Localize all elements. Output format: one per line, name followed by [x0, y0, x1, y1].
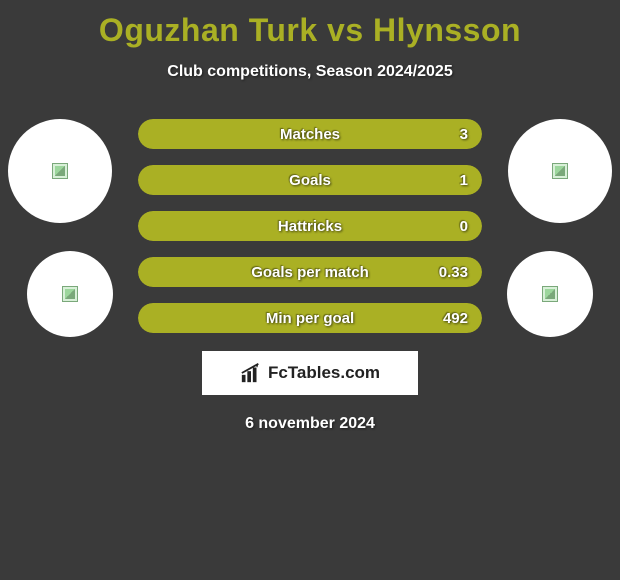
avatar-bottom-left — [27, 251, 113, 337]
stat-bar-value: 492 — [443, 303, 468, 333]
stat-bar-fill — [138, 211, 482, 241]
stat-bar-row: Hattricks0 — [138, 211, 482, 241]
date-label: 6 november 2024 — [0, 415, 620, 433]
brand-badge: FcTables.com — [202, 351, 418, 395]
stat-bar-value: 3 — [460, 119, 468, 149]
brand-name: FcTables.com — [268, 363, 380, 383]
stat-bar-fill — [138, 257, 482, 287]
avatar-top-left — [8, 119, 112, 223]
stat-bar-row: Min per goal492 — [138, 303, 482, 333]
stat-bar-fill — [138, 303, 482, 333]
bar-chart-icon — [240, 362, 262, 384]
stat-bar-row: Goals1 — [138, 165, 482, 195]
stat-bar-row: Matches3 — [138, 119, 482, 149]
image-placeholder-icon — [542, 286, 558, 302]
stat-bar-fill — [138, 119, 482, 149]
stat-bar-row: Goals per match0.33 — [138, 257, 482, 287]
avatar-bottom-right — [507, 251, 593, 337]
stats-area: Matches3 Goals1 Hattricks0 Goals per match0… — [0, 119, 620, 339]
image-placeholder-icon — [52, 163, 68, 179]
image-placeholder-icon — [62, 286, 78, 302]
stat-bar-value: 0.33 — [439, 257, 468, 287]
subtitle: Club competitions, Season 2024/2025 — [0, 63, 620, 81]
stat-bars: Matches3 Goals1 Hattricks0 Goals per match0… — [138, 119, 482, 349]
avatar-top-right — [508, 119, 612, 223]
stat-bar-value: 0 — [460, 211, 468, 241]
stat-bar-fill — [138, 165, 482, 195]
stat-bar-value: 1 — [460, 165, 468, 195]
page-title: Oguzhan Turk vs Hlynsson — [0, 0, 620, 49]
image-placeholder-icon — [552, 163, 568, 179]
